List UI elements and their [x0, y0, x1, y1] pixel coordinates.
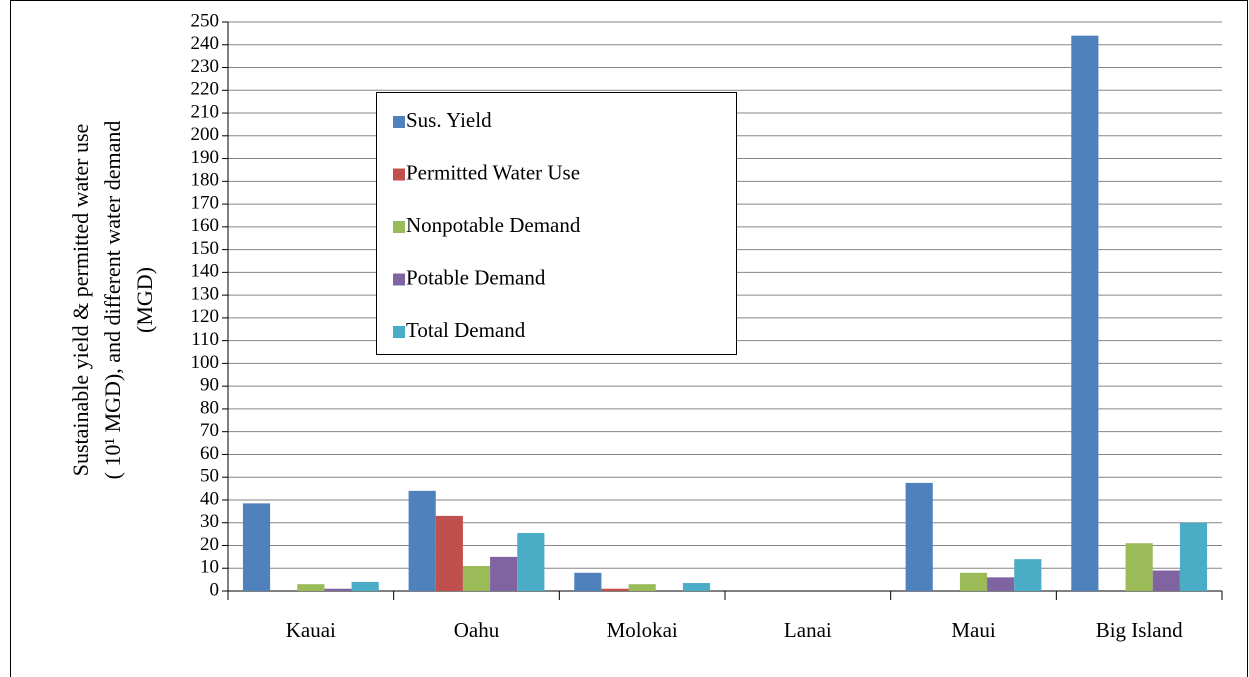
bar: [297, 584, 325, 591]
legend-swatch: [393, 273, 405, 286]
bar: [601, 588, 629, 591]
bar: [959, 572, 988, 591]
bar: [1014, 559, 1042, 591]
y-tick-label: 30: [200, 511, 219, 532]
bar: [242, 503, 271, 591]
y-tick-label: 10: [200, 557, 219, 578]
y-tick-label: 220: [191, 79, 220, 100]
y-tick-label: 70: [200, 420, 219, 441]
y-tick-label: 50: [200, 466, 219, 487]
y-axis-label: Sustainable yield & permitted water use (…: [68, 121, 157, 480]
y-tick-label: 200: [191, 124, 220, 145]
bar: [1179, 522, 1208, 591]
y-axis-label-line: ( 10¹ MGD), and different water demand: [100, 121, 125, 480]
bar: [462, 565, 491, 591]
bar: [517, 532, 545, 591]
y-tick-label: 210: [191, 101, 220, 122]
x-tick-label: Big Island: [1096, 618, 1183, 642]
x-tick-label: Lanai: [784, 618, 832, 642]
y-tick-label: 180: [191, 170, 220, 191]
legend-label: Sus. Yield: [406, 108, 492, 132]
y-tick-label: 240: [191, 33, 220, 54]
y-tick-label: 160: [191, 215, 220, 236]
y-tick-label: 40: [200, 488, 219, 509]
y-tick-label: 130: [191, 283, 220, 304]
y-tick-label: 120: [191, 306, 220, 327]
y-tick-label: 110: [191, 329, 219, 350]
legend-label: Total Demand: [406, 318, 526, 342]
bar: [408, 490, 436, 591]
legend-label: Permitted Water Use: [406, 160, 580, 184]
bar: [1125, 543, 1153, 591]
y-tick-label: 90: [200, 375, 219, 396]
bar: [574, 572, 602, 591]
y-tick-label: 140: [191, 261, 220, 282]
legend-label: Potable Demand: [406, 265, 546, 289]
legend-box: [376, 92, 737, 355]
x-tick-label: Maui: [951, 618, 995, 642]
bar: [1152, 570, 1180, 591]
legend-swatch: [393, 168, 405, 181]
y-tick-label: 20: [200, 534, 219, 555]
y-tick-label: 250: [191, 10, 220, 31]
bar: [351, 581, 379, 591]
y-tick-label: 190: [191, 147, 220, 168]
legend-swatch: [393, 116, 405, 128]
y-tick-label: 80: [200, 397, 219, 418]
x-tick-label: Molokai: [607, 618, 678, 642]
bar: [490, 556, 518, 591]
y-axis-label-line: (MGD): [132, 267, 157, 333]
x-tick-label: Kauai: [286, 618, 336, 642]
x-tick-label: Oahu: [454, 618, 500, 642]
bar: [1071, 35, 1099, 591]
y-tick-label: 230: [191, 56, 220, 77]
bar: [987, 577, 1015, 591]
legend-swatch: [393, 221, 405, 233]
legend-swatch: [393, 326, 405, 338]
y-tick-label: 0: [210, 579, 220, 600]
y-tick-label: 60: [200, 443, 219, 464]
y-tick-label: 100: [191, 352, 220, 373]
y-tick-label: 150: [191, 238, 220, 259]
y-axis-label-line: Sustainable yield & permitted water use: [68, 124, 93, 477]
legend-label: Nonpotable Demand: [406, 213, 581, 237]
bar: [628, 584, 656, 591]
bar: [905, 482, 933, 591]
bar: [324, 588, 352, 591]
chart-border: [10, 0, 1248, 677]
bar: [682, 583, 711, 591]
bar: [435, 515, 463, 591]
y-tick-label: 170: [191, 192, 220, 213]
